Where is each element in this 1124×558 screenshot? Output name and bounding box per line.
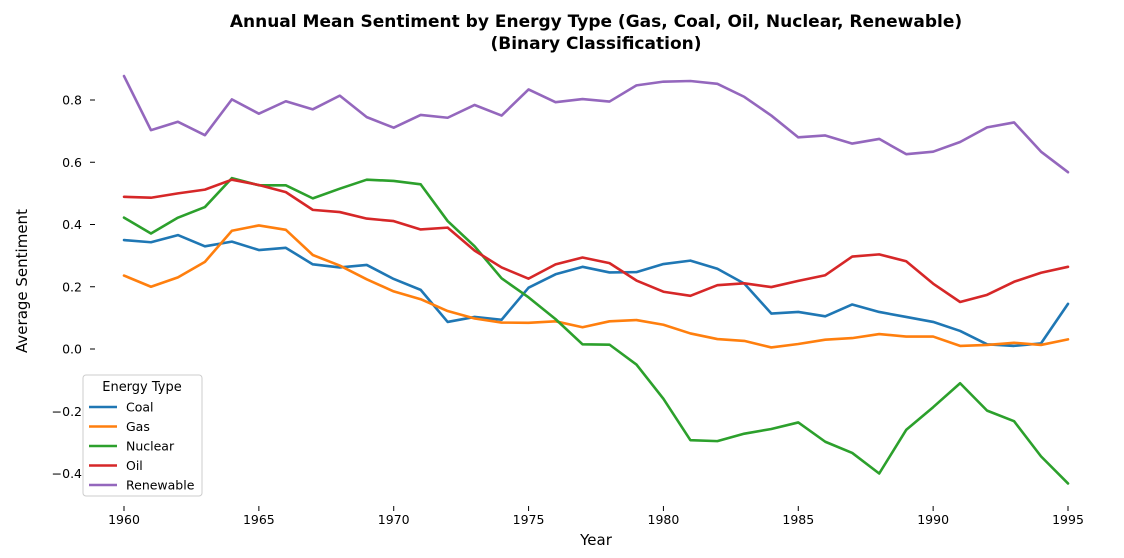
x-tick-label: 1985 <box>782 512 814 527</box>
y-tick-label: −0.4 <box>52 466 82 481</box>
series-line-renewable <box>122 74 1070 174</box>
x-axis-label: Year <box>579 531 613 549</box>
y-tick-label: 0.8 <box>62 93 82 108</box>
y-tick-label: 0.6 <box>62 155 82 170</box>
legend-label-renewable: Renewable <box>126 478 195 493</box>
legend-items: Coal Gas Nuclear Oil Renewable <box>89 400 195 493</box>
chart-title: Annual Mean Sentiment by Energy Type (Ga… <box>230 12 962 32</box>
y-tick-label: −0.2 <box>52 404 82 419</box>
series-line-nuclear <box>122 176 1070 485</box>
x-tick-label: 1990 <box>917 512 949 527</box>
series-line-gas <box>122 224 1070 349</box>
y-tick-label: 0.4 <box>62 217 82 232</box>
x-tick-label: 1965 <box>243 512 275 527</box>
plot-lines <box>122 74 1070 485</box>
series-line-oil <box>122 178 1070 304</box>
x-tick-label: 1980 <box>648 512 680 527</box>
series-line-coal <box>122 233 1070 348</box>
y-axis-label: Average Sentiment <box>13 209 31 353</box>
chart-subtitle: (Binary Classification) <box>490 34 701 54</box>
legend-label-nuclear: Nuclear <box>126 439 175 454</box>
x-tick-label: 1995 <box>1052 512 1084 527</box>
x-tick-label: 1970 <box>378 512 410 527</box>
x-tick-label: 1975 <box>513 512 545 527</box>
x-axis: 1960 1965 1970 1975 1980 1985 1990 1995 <box>108 506 1084 527</box>
y-tick-label: 0.0 <box>62 342 82 357</box>
x-tick-label: 1960 <box>108 512 140 527</box>
y-axis: −0.4 −0.2 0.0 0.2 0.4 0.6 0.8 <box>52 93 95 481</box>
legend-label-coal: Coal <box>126 400 154 415</box>
y-tick-label: 0.2 <box>62 279 82 294</box>
legend-label-oil: Oil <box>126 458 143 473</box>
legend-title: Energy Type <box>102 380 182 395</box>
legend-label-gas: Gas <box>126 419 150 434</box>
legend: Energy Type Coal Gas Nuclear Oil Renewable <box>82 374 203 497</box>
